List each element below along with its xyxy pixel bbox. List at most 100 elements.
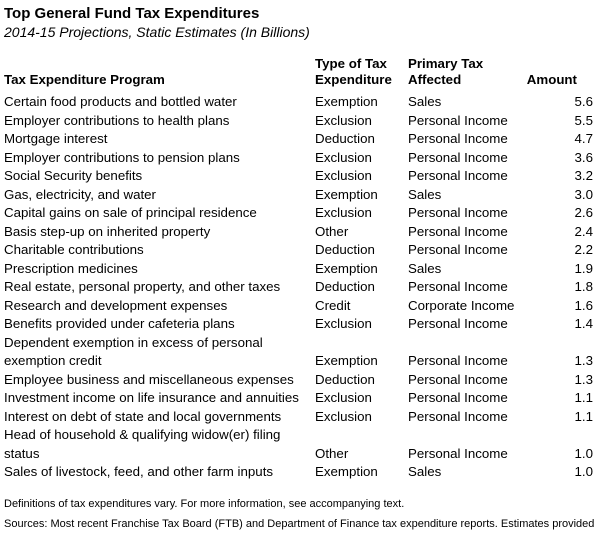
cell-primary-tax-affected: Personal Income (408, 112, 508, 128)
cell-type-of-tax-expenditure: Exclusion (315, 205, 372, 220)
cell-primary-tax-affected: Personal Income (408, 371, 508, 387)
cell-type-of-tax-expenditure: Exemption (315, 94, 378, 109)
cell-program: Sales of livestock, feed, and other farm… (4, 464, 274, 479)
cell-primary-tax-affected: Corporate Income (408, 297, 515, 313)
cell-primary-tax-affected: Personal Income (408, 279, 508, 294)
cell-program: Research and development expenses (4, 297, 228, 313)
table-row: Mortgage interest Deduction Personal Inc… (4, 130, 595, 149)
table-row: Employer contributions to pension plans … (4, 149, 595, 168)
cell-amount: 1.0 (574, 464, 594, 479)
figure-subtitle: 2014-15 Projections, Static Estimates (I… (4, 24, 310, 40)
cell-type-of-tax-expenditure: Exclusion (315, 168, 372, 183)
cell-amount: 3.0 (574, 186, 594, 202)
cell-amount: 5.6 (574, 94, 594, 109)
cell-amount: 1.9 (574, 260, 594, 276)
cell-program: Employer contributions to pension plans (4, 149, 240, 165)
cell-type-of-tax-expenditure: Exclusion (315, 390, 372, 405)
cell-primary-tax-affected: Sales (408, 186, 442, 202)
cell-amount: 1.1 (574, 408, 594, 424)
column-header-type-of-tax-expenditure: Type of Tax Expenditure (315, 56, 392, 87)
cell-amount: 3.6 (574, 149, 594, 165)
column-header-program: Tax Expenditure Program (4, 72, 165, 87)
cell-amount: 1.1 (574, 390, 594, 405)
cell-program: Prescription medicines (4, 260, 138, 276)
cell-amount: 1.8 (574, 279, 594, 294)
table-row: Investment income on life insurance and … (4, 389, 595, 408)
cell-primary-tax-affected: Personal Income (408, 445, 508, 461)
cell-primary-tax-affected: Personal Income (408, 408, 508, 424)
table-row: Employer contributions to health plans E… (4, 112, 595, 131)
table-row: Head of household & qualifying widow(er)… (4, 426, 595, 463)
cell-amount: 2.4 (574, 223, 594, 239)
tax-expenditures-table: Tax Expenditure Program Type of Tax Expe… (4, 56, 595, 482)
cell-program: Mortgage interest (4, 131, 108, 146)
column-header-primary-tax-affected: Primary Tax Affected (408, 56, 484, 87)
cell-primary-tax-affected: Personal Income (408, 131, 508, 146)
cell-type-of-tax-expenditure: Exemption (315, 353, 378, 368)
cell-type-of-tax-expenditure: Deduction (315, 242, 375, 257)
table-row: Interest on debt of state and local gove… (4, 408, 595, 427)
cell-program: Interest on debt of state and local gove… (4, 408, 282, 424)
cell-type-of-tax-expenditure: Credit (315, 297, 351, 313)
cell-type-of-tax-expenditure: Deduction (315, 371, 375, 387)
cell-type-of-tax-expenditure: Exemption (315, 464, 378, 479)
footnote-sources: Sources: Most recent Franchise Tax Board… (4, 517, 595, 530)
cell-primary-tax-affected: Personal Income (408, 168, 508, 183)
cell-amount: 1.3 (574, 353, 594, 368)
table-row: Dependent exemption in excess of persona… (4, 334, 595, 371)
cell-amount: 2.6 (574, 205, 594, 220)
table-row: Charitable contributions Deduction Perso… (4, 241, 595, 260)
table-row: Employee business and miscellaneous expe… (4, 371, 595, 390)
cell-program: Social Security benefits (4, 168, 143, 183)
cell-program: Basis step-up on inherited property (4, 223, 211, 239)
cell-type-of-tax-expenditure: Exemption (315, 260, 378, 276)
table-row: Certain food products and bottled water … (4, 93, 595, 112)
cell-primary-tax-affected: Personal Income (408, 316, 508, 331)
cell-program: Head of household & qualifying widow(er)… (4, 427, 281, 461)
cell-type-of-tax-expenditure: Exclusion (315, 149, 372, 165)
cell-primary-tax-affected: Personal Income (408, 390, 508, 405)
cell-type-of-tax-expenditure: Other (315, 223, 349, 239)
cell-type-of-tax-expenditure: Exemption (315, 186, 378, 202)
cell-primary-tax-affected: Personal Income (408, 242, 508, 257)
table-header-row: Tax Expenditure Program Type of Tax Expe… (4, 56, 595, 93)
figure-title: Top General Fund Tax Expenditures (4, 5, 260, 22)
table-row: Capital gains on sale of principal resid… (4, 204, 595, 223)
cell-amount: 4.7 (574, 131, 594, 146)
cell-program: Dependent exemption in excess of persona… (4, 334, 263, 369)
table-row: Prescription medicines Exemption Sales 1… (4, 260, 595, 279)
cell-amount: 5.5 (574, 112, 594, 128)
cell-primary-tax-affected: Personal Income (408, 223, 508, 239)
column-header-amount: Amount (526, 72, 577, 87)
cell-primary-tax-affected: Personal Income (408, 353, 508, 368)
cell-type-of-tax-expenditure: Deduction (315, 279, 375, 294)
cell-program: Real estate, personal property, and othe… (4, 279, 281, 294)
cell-primary-tax-affected: Personal Income (408, 149, 508, 165)
table-row: Social Security benefits Exclusion Perso… (4, 167, 595, 186)
cell-primary-tax-affected: Sales (408, 94, 442, 109)
table-row: Real estate, personal property, and othe… (4, 278, 595, 297)
cell-program: Gas, electricity, and water (4, 186, 156, 202)
footnotes: Definitions of tax expenditures vary. Fo… (4, 494, 599, 535)
cell-program: Charitable contributions (4, 242, 144, 257)
cell-program: Employee business and miscellaneous expe… (4, 371, 294, 387)
cell-type-of-tax-expenditure: Exclusion (315, 316, 372, 331)
cell-program: Benefits provided under cafeteria plans (4, 316, 235, 331)
cell-program: Employer contributions to health plans (4, 112, 230, 128)
table-row: Research and development expenses Credit… (4, 297, 595, 316)
table-row: Gas, electricity, and water Exemption Sa… (4, 186, 595, 205)
cell-amount: 1.6 (574, 297, 594, 313)
cell-program: Investment income on life insurance and … (4, 390, 299, 405)
cell-amount: 1.0 (574, 445, 594, 461)
cell-amount: 1.3 (574, 371, 594, 387)
cell-amount: 3.2 (574, 168, 594, 183)
cell-primary-tax-affected: Sales (408, 464, 442, 479)
footnote-definitions: Definitions of tax expenditures vary. Fo… (4, 497, 405, 510)
cell-program: Certain food products and bottled water (4, 94, 237, 109)
table-row: Sales of livestock, feed, and other farm… (4, 463, 595, 482)
cell-primary-tax-affected: Personal Income (408, 205, 508, 220)
cell-primary-tax-affected: Sales (408, 260, 442, 276)
table-row: Basis step-up on inherited property Othe… (4, 223, 595, 242)
cell-type-of-tax-expenditure: Other (315, 445, 349, 461)
